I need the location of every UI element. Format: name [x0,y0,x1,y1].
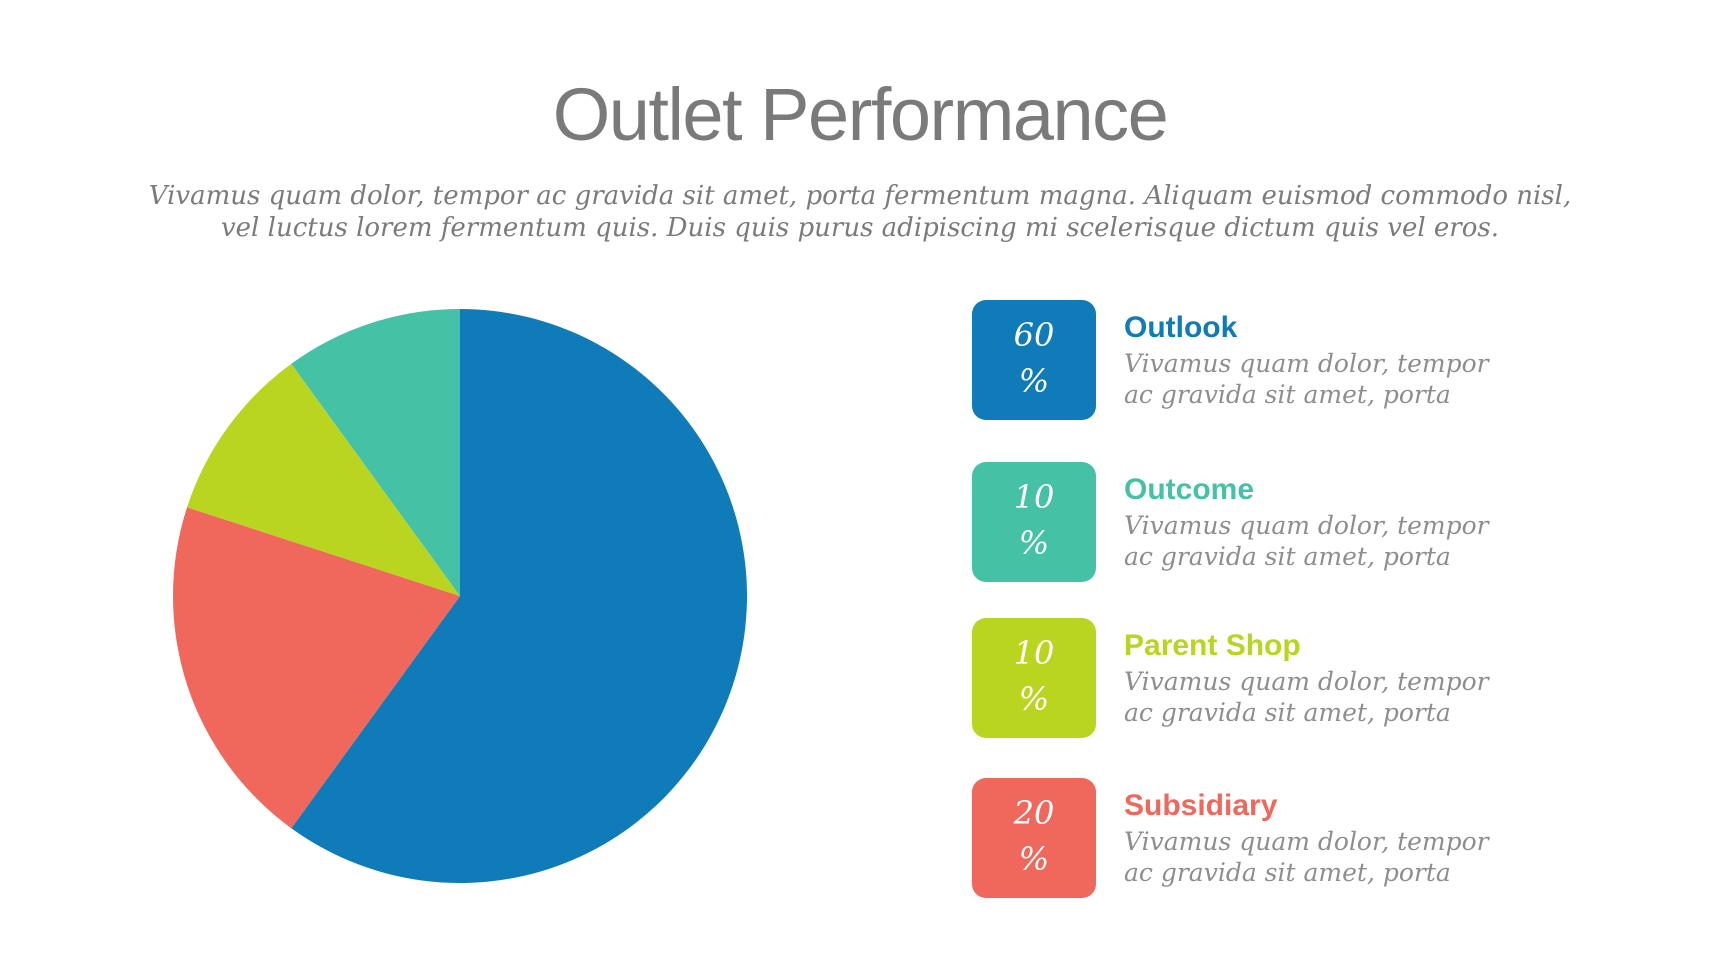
description-line-1: Vivamus quam dolor, tempor [1124,827,1489,856]
legend-item-title: Subsidiary [1124,789,1278,822]
percent-badge: 60 % [972,300,1096,420]
subtitle-line-1: Vivamus quam dolor, tempor ac gravida si… [148,181,1572,211]
legend-item-description: Vivamus quam dolor, tempor ac gravida si… [1124,666,1624,728]
pie-slice-parent-shop [187,363,460,596]
description-line-1: Vivamus quam dolor, tempor [1124,349,1489,378]
percent-value: 10 [1013,634,1055,672]
description-line-2: ac gravida sit amet, porta [1124,380,1451,409]
pie-slice-outlook [291,309,748,884]
percent-badge: 10 % [972,462,1096,582]
percent-badge: 20 % [972,778,1096,898]
percent-unit: % [1018,362,1050,400]
description-line-2: ac gravida sit amet, porta [1124,542,1451,571]
percent-value: 60 [1013,316,1055,354]
description-line-2: ac gravida sit amet, porta [1124,858,1451,887]
percent-unit: % [1018,840,1050,878]
subtitle: Vivamus quam dolor, tempor ac gravida si… [100,180,1620,244]
page-title: Outlet Performance [552,73,1169,156]
percent-unit: % [1018,680,1050,718]
legend-item-parent-shop: 10 % Parent Shop Vivamus quam dolor, tem… [972,618,1632,740]
legend-item-description: Vivamus quam dolor, tempor ac gravida si… [1124,826,1624,888]
percent-value: 20 [1013,794,1055,832]
legend-item-outcome: 10 % Outcome Vivamus quam dolor, tempor … [972,462,1632,584]
pie-chart-svg [173,309,748,884]
legend-item-title: Outlook [1124,311,1238,344]
description-line-2: ac gravida sit amet, porta [1124,698,1451,727]
percent-badge: 10 % [972,618,1096,738]
pie-slice-subsidiary [173,507,461,829]
description-line-1: Vivamus quam dolor, tempor [1124,667,1489,696]
percent-unit: % [1018,524,1050,562]
legend-item-description: Vivamus quam dolor, tempor ac gravida si… [1124,510,1624,572]
pie-slice-outcome [291,309,460,596]
legend-item-description: Vivamus quam dolor, tempor ac gravida si… [1124,348,1624,410]
percent-value: 10 [1013,478,1055,516]
legend-item-outlook: 60 % Outlook Vivamus quam dolor, tempor … [972,300,1632,422]
legend-item-title: Outcome [1124,473,1255,506]
pie-chart [170,306,750,886]
subtitle-line-2: vel luctus lorem fermentum quis. Duis qu… [220,213,1499,243]
legend-item-subsidiary: 20 % Subsidiary Vivamus quam dolor, temp… [972,778,1632,900]
legend-item-title: Parent Shop [1124,629,1301,662]
description-line-1: Vivamus quam dolor, tempor [1124,511,1489,540]
